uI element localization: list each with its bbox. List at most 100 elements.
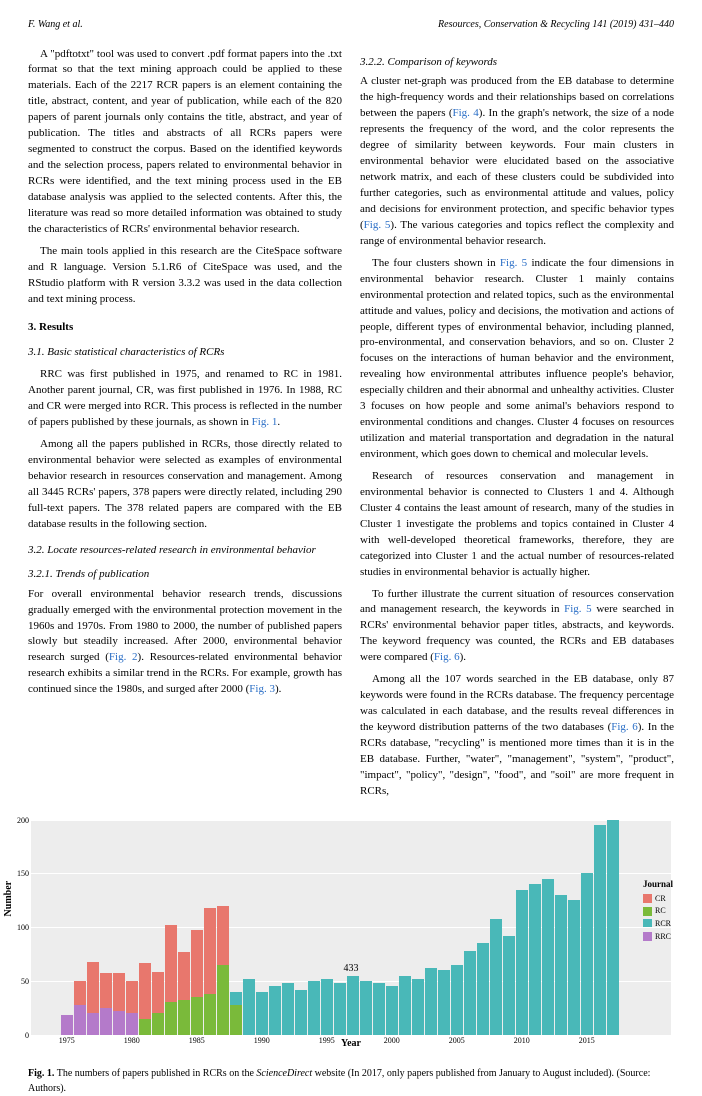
bar xyxy=(399,976,411,1035)
subsubsection-heading: 3.2.2. Comparison of keywords xyxy=(360,55,674,71)
x-tick: 2005 xyxy=(449,1035,465,1047)
bar xyxy=(243,979,255,1035)
paragraph: A "pdftotxt" tool was used to convert .p… xyxy=(28,47,342,238)
bar xyxy=(61,1015,73,1034)
bar xyxy=(464,951,476,1035)
legend-label: CR xyxy=(655,893,666,905)
x-tick: 2000 xyxy=(384,1035,400,1047)
subsection-heading: 3.2. Locate resources-related research i… xyxy=(28,543,342,559)
bar xyxy=(451,965,463,1035)
x-tick: 1995 xyxy=(319,1035,335,1047)
legend-title: Journal xyxy=(643,878,673,891)
legend-swatch xyxy=(643,894,652,903)
bar xyxy=(386,986,398,1034)
subsection-heading: 3.1. Basic statistical characteristics o… xyxy=(28,345,342,361)
paragraph: Research of resources conservation and m… xyxy=(360,469,674,581)
legend-swatch xyxy=(643,932,652,941)
legend-label: RC xyxy=(655,905,666,917)
header-left: F. Wang et al. xyxy=(28,18,83,33)
x-tick: 2010 xyxy=(514,1035,530,1047)
paragraph: The four clusters shown in Fig. 5 indica… xyxy=(360,256,674,463)
bar xyxy=(204,908,216,1035)
bar xyxy=(308,981,320,1035)
bar xyxy=(191,930,203,1034)
bar xyxy=(178,952,190,1035)
figure-caption: Fig. 1. The numbers of papers published … xyxy=(28,1067,674,1096)
bar xyxy=(230,992,242,1035)
bar xyxy=(373,983,385,1035)
left-column: A "pdftotxt" tool was used to convert .p… xyxy=(28,47,342,806)
bar xyxy=(516,890,528,1035)
paragraph: A cluster net-graph was produced from th… xyxy=(360,74,674,249)
bar xyxy=(165,925,177,1035)
x-tick: 1990 xyxy=(254,1035,270,1047)
x-tick: 1975 xyxy=(59,1035,75,1047)
legend-item: CR xyxy=(643,893,673,905)
paragraph: For overall environmental behavior resea… xyxy=(28,587,342,699)
bar xyxy=(282,983,294,1035)
bar xyxy=(425,968,437,1035)
bar xyxy=(295,990,307,1035)
bar xyxy=(438,970,450,1035)
bar xyxy=(321,979,333,1035)
paragraph: Among all the papers published in RCRs, … xyxy=(28,437,342,533)
bar xyxy=(412,979,424,1035)
bar xyxy=(529,884,541,1035)
bar xyxy=(256,992,268,1035)
figure-link[interactable]: Fig. 5 xyxy=(364,219,391,231)
y-tick: 150 xyxy=(11,868,29,880)
y-axis-label: Number xyxy=(2,881,17,917)
y-tick: 200 xyxy=(11,815,29,827)
y-tick: 0 xyxy=(11,1030,29,1042)
subsubsection-heading: 3.2.1. Trends of publication xyxy=(28,567,342,583)
bar xyxy=(542,879,554,1035)
bar xyxy=(581,873,593,1034)
figure-link[interactable]: Fig. 2 xyxy=(109,651,138,663)
legend-item: RC xyxy=(643,905,673,917)
bar xyxy=(347,976,359,1035)
bar xyxy=(74,981,86,1035)
figure-link[interactable]: Fig. 6 xyxy=(434,651,460,663)
bar xyxy=(594,825,606,1035)
bar xyxy=(503,936,515,1035)
figure-link[interactable]: Fig. 5 xyxy=(564,603,592,615)
page-number: 433 xyxy=(344,962,359,977)
y-tick: 100 xyxy=(11,922,29,934)
bar xyxy=(126,981,138,1035)
x-tick: 1980 xyxy=(124,1035,140,1047)
paragraph: The main tools applied in this research … xyxy=(28,244,342,308)
section-heading: 3. Results xyxy=(28,320,342,336)
bar xyxy=(87,962,99,1035)
chart-legend: Journal CRRCRCRRRC xyxy=(643,878,673,943)
figure-link[interactable]: Fig. 6 xyxy=(611,721,638,733)
x-tick: 2015 xyxy=(579,1035,595,1047)
paragraph: RRC was first published in 1975, and ren… xyxy=(28,367,342,431)
bar xyxy=(490,919,502,1035)
page-header: F. Wang et al. Resources, Conservation &… xyxy=(28,18,674,33)
figure-link[interactable]: Fig. 5 xyxy=(500,257,527,269)
header-right: Resources, Conservation & Recycling 141 … xyxy=(438,18,674,33)
bar-chart: Number Journal CRRCRCRRRC 05010015020019… xyxy=(31,820,671,1035)
legend-swatch xyxy=(643,907,652,916)
paragraph: Among all the 107 words searched in the … xyxy=(360,672,674,800)
legend-item: RRC xyxy=(643,931,673,943)
bar xyxy=(360,981,372,1035)
figure-link[interactable]: Fig. 1 xyxy=(252,416,278,428)
bar xyxy=(100,973,112,1034)
bar xyxy=(217,906,229,1035)
x-tick: 1985 xyxy=(189,1035,205,1047)
right-column: 3.2.2. Comparison of keywords A cluster … xyxy=(360,47,674,806)
bar xyxy=(113,973,125,1034)
bar xyxy=(334,983,346,1035)
bar xyxy=(477,943,489,1034)
bar xyxy=(568,900,580,1034)
figure-1: Number Journal CRRCRCRRRC 05010015020019… xyxy=(28,820,674,1096)
figure-link[interactable]: Fig. 4 xyxy=(453,107,479,119)
bar xyxy=(269,986,281,1034)
paragraph: To further illustrate the current situat… xyxy=(360,587,674,667)
bar xyxy=(139,963,151,1035)
two-column-layout: A "pdftotxt" tool was used to convert .p… xyxy=(28,47,674,806)
bar xyxy=(607,820,619,1035)
legend-label: RRC xyxy=(655,931,671,943)
figure-link[interactable]: Fig. 3 xyxy=(249,683,275,695)
